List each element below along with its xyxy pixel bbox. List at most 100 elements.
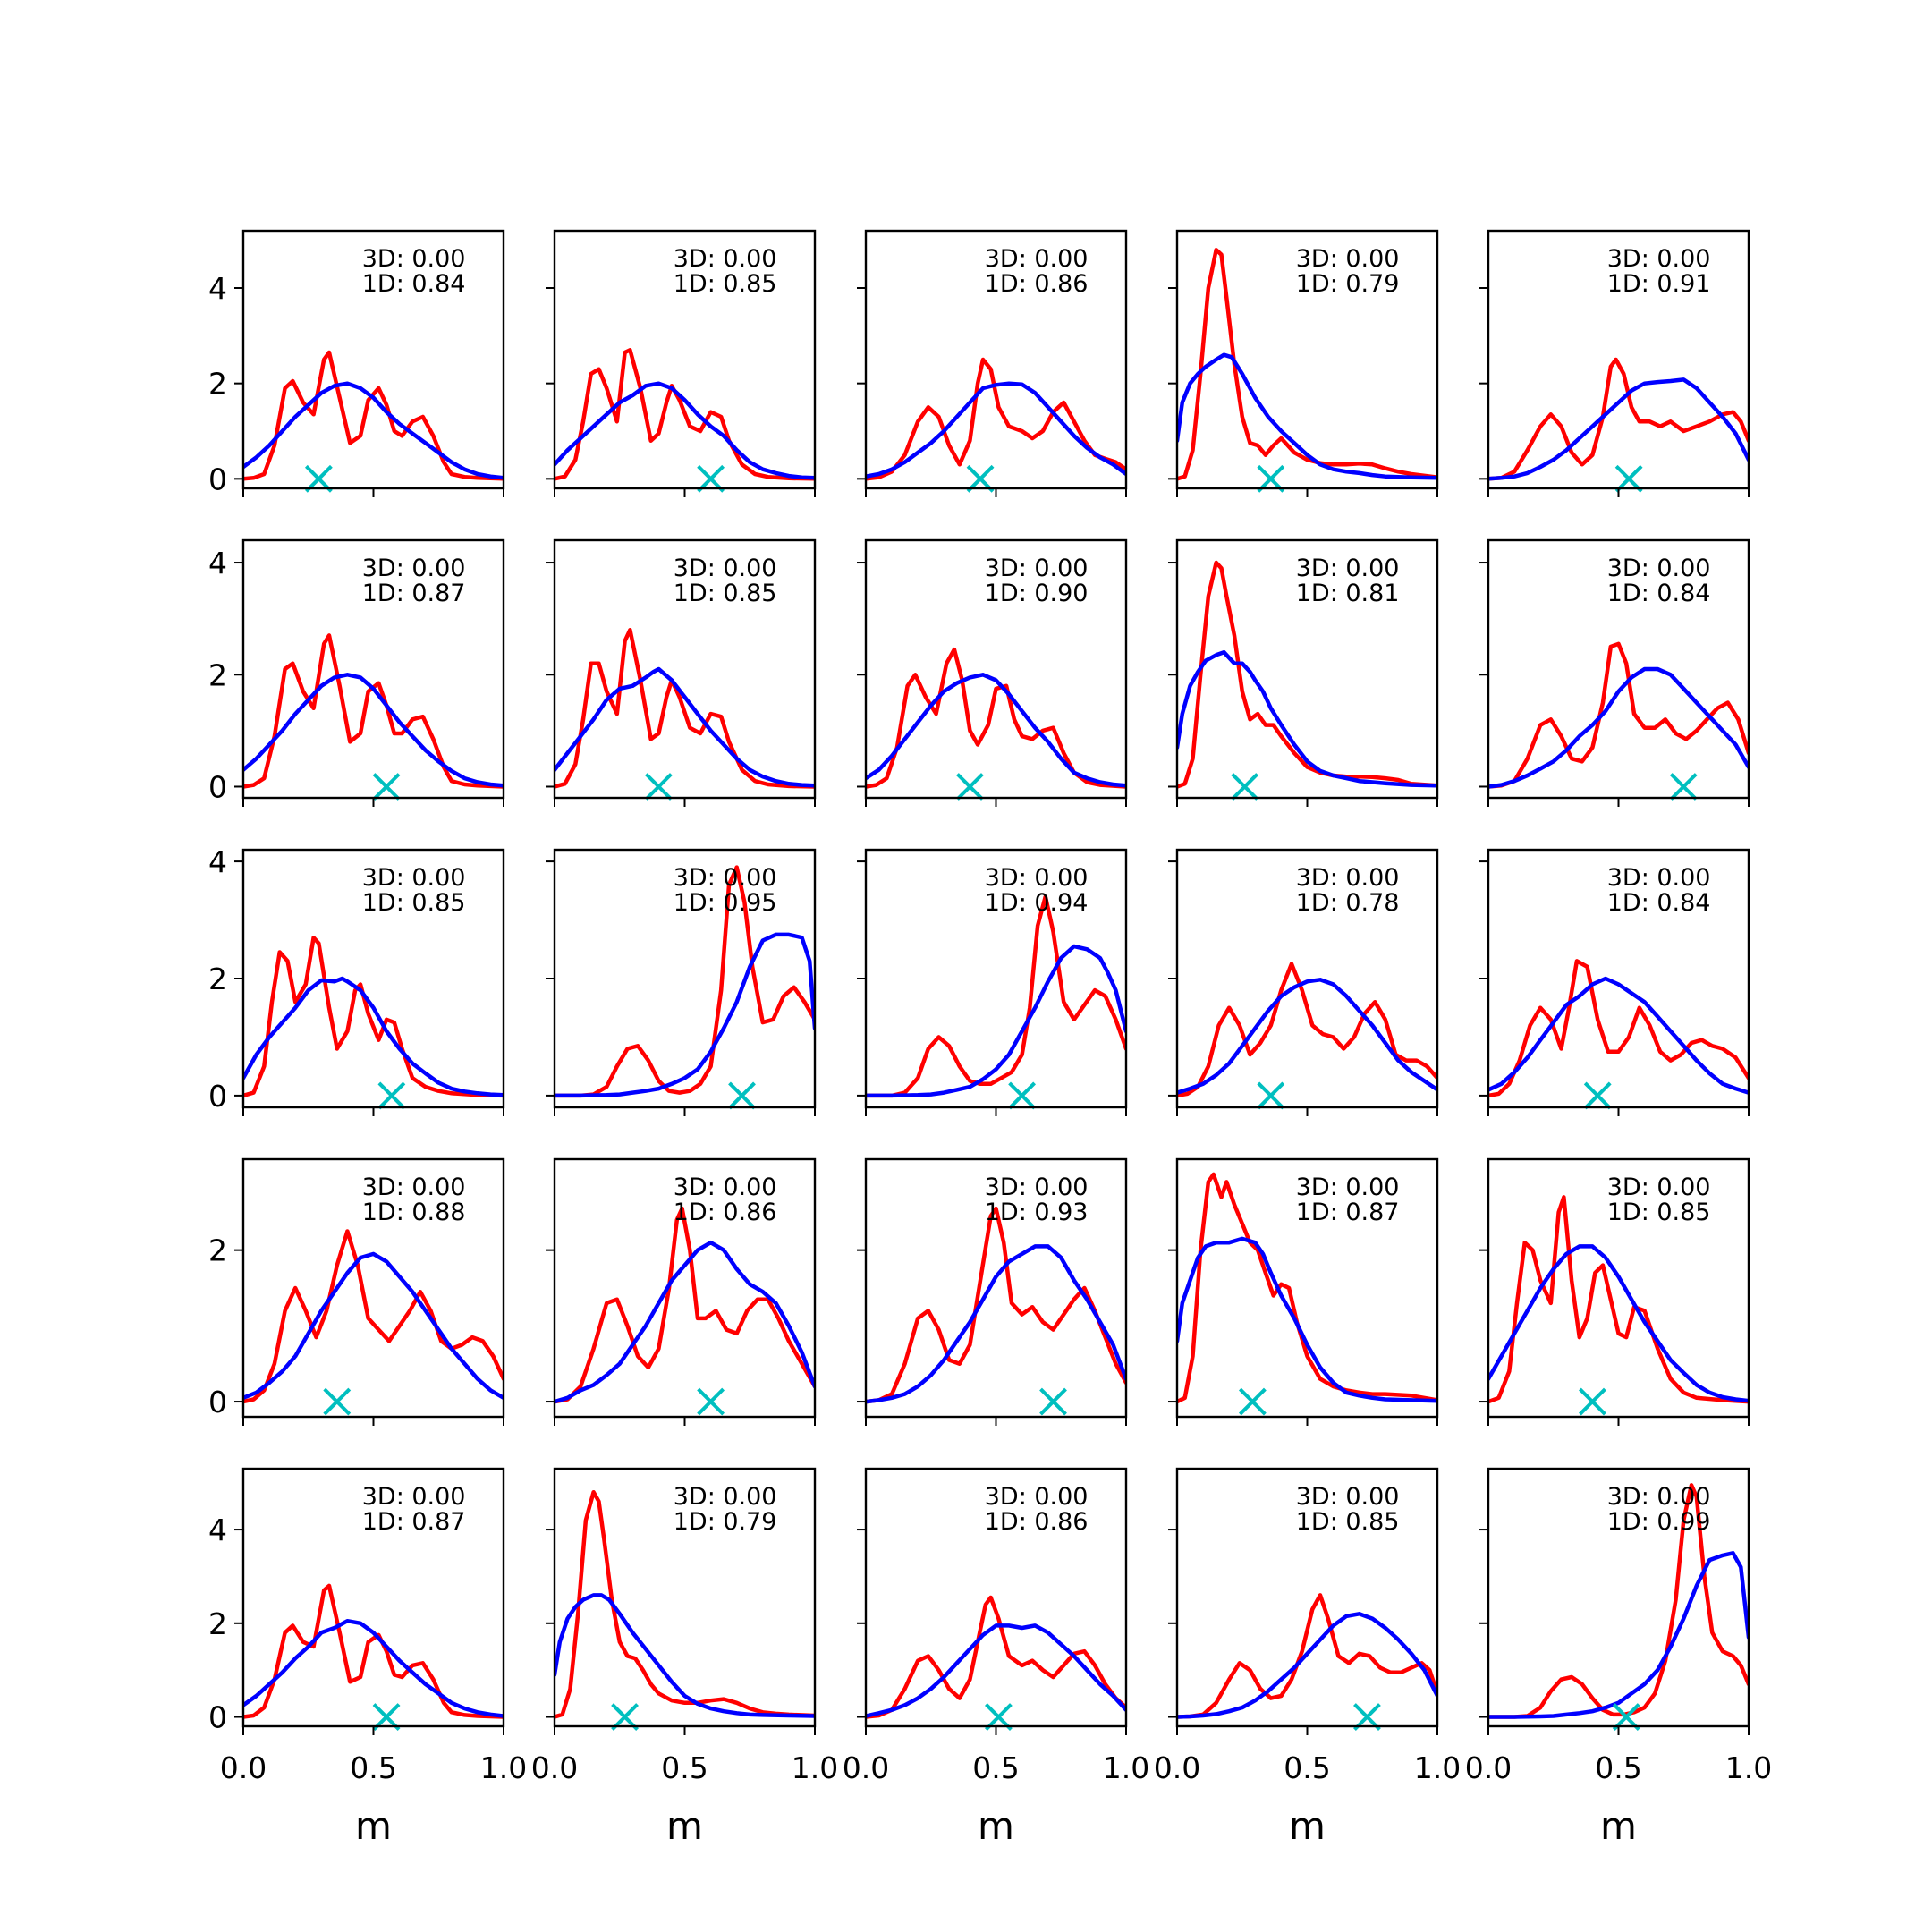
annotation-line-1: 3D: 0.00 <box>985 864 1089 892</box>
annotation-line-2: 1D: 0.85 <box>674 270 777 298</box>
x-marker <box>1257 1081 1285 1110</box>
x-marker <box>1008 1081 1037 1110</box>
annotation-line-2: 1D: 0.78 <box>1296 889 1400 917</box>
y-tick-label: 4 <box>208 1513 227 1547</box>
annotation-line-1: 3D: 0.00 <box>674 1483 777 1511</box>
y-tick-label: 0 <box>208 1385 227 1419</box>
x-marker <box>697 464 725 493</box>
annotation-line-1: 3D: 0.00 <box>1296 864 1400 892</box>
x-tick-label: 1.0 <box>792 1750 838 1785</box>
y-tick-label: 2 <box>208 657 227 692</box>
annotation-line-2: 1D: 0.79 <box>674 1508 777 1536</box>
x-marker-stroke <box>372 773 401 801</box>
blue-series-line <box>1488 1551 1749 1719</box>
annotation-line-2: 1D: 0.85 <box>1296 1508 1400 1536</box>
x-marker-stroke <box>377 1081 406 1110</box>
red-series-line <box>1488 357 1749 481</box>
annotation-line-1: 3D: 0.00 <box>985 1174 1089 1201</box>
annotation-line-1: 3D: 0.00 <box>985 1483 1089 1511</box>
red-series-line <box>1177 560 1437 789</box>
red-series-line <box>1177 248 1437 481</box>
red-series-line <box>1177 1593 1437 1719</box>
x-marker-stroke <box>644 773 673 801</box>
x-marker-stroke <box>1008 1081 1037 1110</box>
annotation-line-2: 1D: 0.99 <box>1607 1508 1711 1536</box>
blue-series-line <box>1177 978 1437 1095</box>
x-tick-label: 1.0 <box>1103 1750 1149 1785</box>
annotation-line-1: 3D: 0.00 <box>362 864 466 892</box>
annotation-line-2: 1D: 0.86 <box>674 1199 777 1226</box>
annotation-line-1: 3D: 0.00 <box>674 555 777 582</box>
blue-series-line <box>1488 377 1749 481</box>
annotation-line-1: 3D: 0.00 <box>1607 1174 1711 1201</box>
x-marker <box>1669 773 1698 801</box>
annotation-line-2: 1D: 0.95 <box>674 889 777 917</box>
x-axis-label: m <box>1600 1804 1637 1848</box>
blue-series-line <box>866 381 1126 479</box>
annotation-line-1: 3D: 0.00 <box>1296 1174 1400 1201</box>
x-tick-label: 0.5 <box>1284 1750 1330 1785</box>
y-tick-label: 2 <box>208 1233 227 1268</box>
annotation-line-2: 1D: 0.91 <box>1607 270 1711 298</box>
y-tick-label: 0 <box>208 1079 227 1114</box>
x-marker-stroke <box>323 1387 352 1416</box>
x-tick-label: 0.5 <box>661 1750 708 1785</box>
annotation-line-2: 1D: 0.85 <box>362 889 466 917</box>
red-series-line <box>243 1583 504 1719</box>
y-tick-label: 0 <box>208 1700 227 1735</box>
x-tick-label: 0.0 <box>531 1750 578 1785</box>
annotation-line-1: 3D: 0.00 <box>985 555 1089 582</box>
blue-series-line <box>866 673 1126 788</box>
x-axis-label: m <box>978 1804 1014 1848</box>
red-series-line <box>1488 959 1749 1098</box>
annotation-line-1: 3D: 0.00 <box>362 1483 466 1511</box>
x-marker <box>1238 1387 1267 1416</box>
red-series-line <box>555 627 815 789</box>
x-marker <box>304 464 333 493</box>
x-marker-stroke <box>728 1081 756 1110</box>
x-marker <box>1257 464 1285 493</box>
annotation-line-2: 1D: 0.87 <box>1296 1199 1400 1226</box>
annotation-line-2: 1D: 0.84 <box>362 270 466 298</box>
y-tick-label: 0 <box>208 769 227 804</box>
blue-series-line <box>555 666 815 788</box>
x-marker-stroke <box>1669 773 1698 801</box>
x-axis-label: m <box>355 1804 392 1848</box>
red-series-line <box>1177 962 1437 1098</box>
red-series-line <box>1488 641 1749 789</box>
y-tick-label: 2 <box>208 962 227 996</box>
blue-series-line <box>243 673 504 788</box>
annotation-line-1: 3D: 0.00 <box>362 555 466 582</box>
y-tick-label: 4 <box>208 844 227 879</box>
red-series-line <box>555 348 815 481</box>
annotation-line-2: 1D: 0.85 <box>674 580 777 607</box>
y-tick-label: 2 <box>208 367 227 402</box>
annotation-line-1: 3D: 0.00 <box>674 1174 777 1201</box>
x-marker-stroke <box>1231 773 1259 801</box>
blue-series-line <box>1177 1236 1437 1403</box>
annotation-line-2: 1D: 0.86 <box>985 1508 1089 1536</box>
blue-series-line <box>555 1593 815 1718</box>
blue-series-line <box>243 381 504 480</box>
x-marker-stroke <box>697 464 725 493</box>
y-tick-label: 2 <box>208 1606 227 1641</box>
annotation-line-2: 1D: 0.86 <box>985 270 1089 298</box>
x-marker <box>697 1387 725 1416</box>
blue-series-line <box>243 1618 504 1718</box>
x-marker <box>377 1081 406 1110</box>
red-series-line <box>555 1489 815 1719</box>
annotation-line-2: 1D: 0.87 <box>362 580 466 607</box>
blue-series-line <box>866 944 1126 1098</box>
x-marker-stroke <box>955 773 984 801</box>
